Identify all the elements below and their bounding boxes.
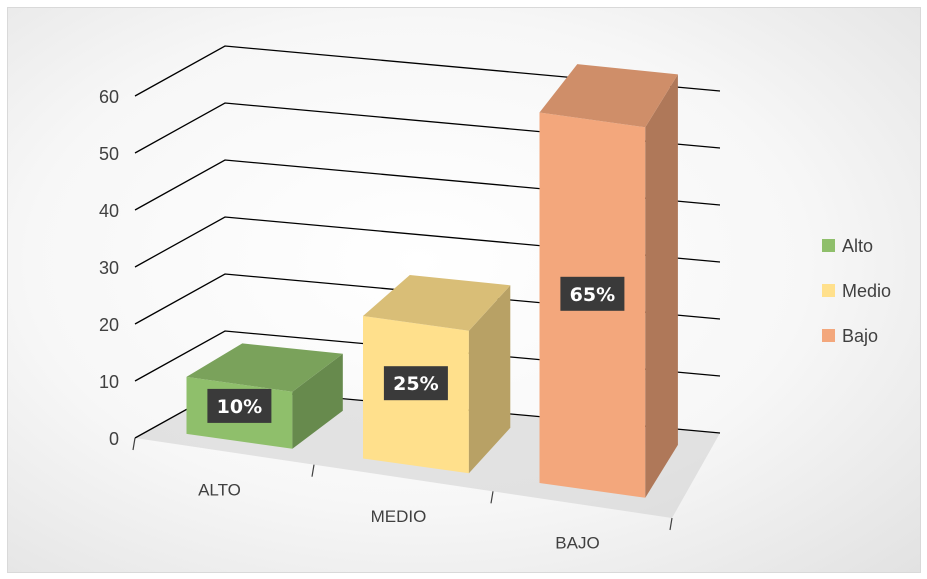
legend-swatch — [822, 329, 835, 342]
y-tick-label: 30 — [99, 258, 119, 278]
y-tick-label: 50 — [99, 144, 119, 164]
x-tick-label: BAJO — [555, 534, 599, 553]
legend-swatch — [822, 239, 835, 252]
gridline-60 — [134, 45, 721, 97]
legend-label: Bajo — [842, 326, 878, 346]
x-tick — [490, 491, 494, 504]
x-tick — [669, 517, 673, 531]
data-label-medio: 25% — [383, 366, 448, 401]
data-label-alto: 10% — [207, 388, 272, 423]
y-tick-label: 20 — [99, 315, 119, 335]
svg-text:10%: 10% — [217, 396, 262, 418]
legend-label: Alto — [842, 236, 873, 256]
x-tick — [132, 437, 136, 451]
y-tick-label: 40 — [99, 201, 119, 221]
y-tick-label: 0 — [109, 429, 119, 449]
x-tick-label: ALTO — [198, 480, 241, 499]
x-tick-label: MEDIO — [371, 507, 427, 526]
bar-medio — [363, 275, 511, 474]
svg-text:65%: 65% — [570, 284, 615, 306]
legend: Alto Medio Bajo — [822, 236, 891, 346]
y-tick-label: 60 — [99, 87, 119, 107]
legend-swatch — [822, 284, 835, 297]
data-label-bajo: 65% — [560, 276, 625, 311]
y-tick-label: 10 — [99, 372, 119, 392]
svg-text:25%: 25% — [393, 373, 438, 395]
bar-bajo — [539, 64, 678, 498]
legend-label: Medio — [842, 281, 891, 301]
x-tick — [311, 464, 315, 477]
